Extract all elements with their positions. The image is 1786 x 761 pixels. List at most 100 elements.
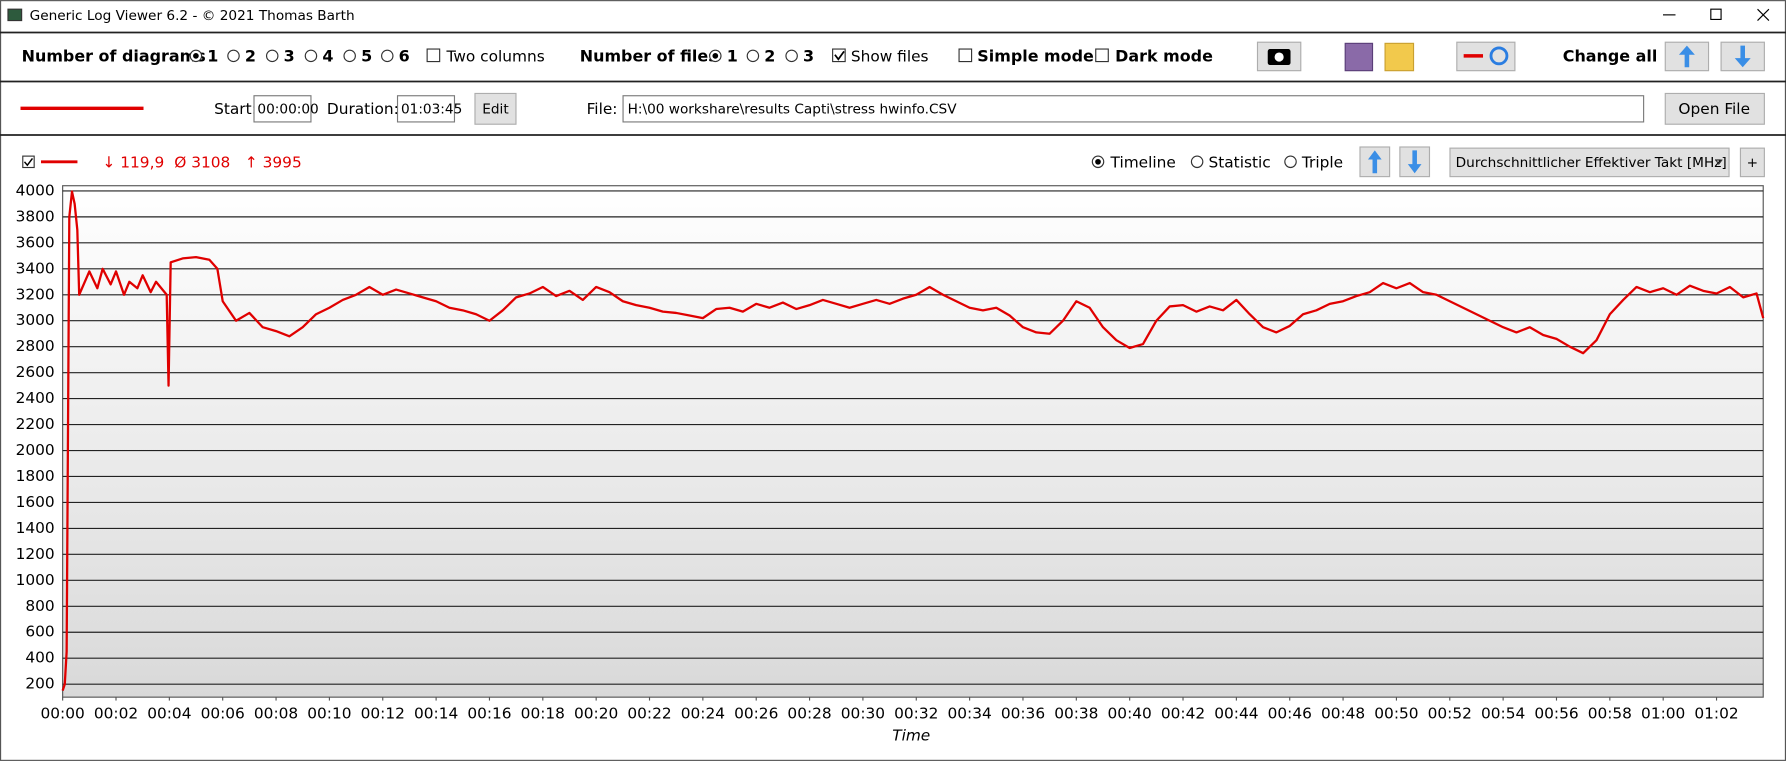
y-tick-label: 200 — [25, 675, 54, 693]
check-mark — [23, 157, 34, 167]
camera-lens — [1274, 52, 1284, 62]
diagram-radios: 1 2 3 4 5 6 — [189, 47, 410, 66]
x-tick-label: 00:02 — [94, 705, 138, 723]
radio-label: 3 — [284, 47, 295, 66]
x-tick-label: 00:26 — [734, 705, 778, 723]
edit-label: Edit — [482, 101, 509, 117]
y-tick-label: 1800 — [16, 467, 55, 485]
dropdown-arrow — [1714, 159, 1723, 166]
y-tick-label: 3400 — [16, 259, 55, 277]
radio[interactable] — [746, 49, 760, 63]
x-tick-label: 00:36 — [1001, 705, 1045, 723]
x-tick-label: 00:14 — [414, 705, 458, 723]
radio-label: 1 — [207, 47, 218, 66]
down-arrow — [1734, 45, 1751, 68]
y-tick-label: 2200 — [16, 415, 55, 433]
y-tick-label: 1200 — [16, 545, 55, 563]
maximize-button[interactable] — [1710, 8, 1722, 20]
series-checkbox[interactable] — [22, 155, 35, 169]
x-axis-label: Time — [892, 726, 930, 744]
radio-dot — [712, 53, 719, 59]
file-path-input[interactable] — [622, 95, 1645, 123]
x-tick-label: 00:24 — [681, 705, 725, 723]
x-tick-label: 00:44 — [1214, 705, 1258, 723]
y-tick-label: 2400 — [16, 389, 55, 407]
radio-label: 6 — [399, 47, 410, 66]
files-label: Number of files — [580, 47, 718, 66]
two-columns-label: Two columns — [446, 48, 545, 66]
radio-label: 3 — [803, 47, 814, 66]
radio[interactable] — [343, 49, 356, 63]
y-tick-label: 3200 — [16, 285, 55, 303]
x-tick-label: 00:50 — [1374, 705, 1418, 723]
x-tick-label: 00:48 — [1321, 705, 1365, 723]
swap-color-button[interactable] — [1456, 41, 1516, 72]
y-tick-label: 2000 — [16, 441, 55, 459]
diagrams-label: Number of diagrams — [22, 47, 206, 66]
duration-input[interactable] — [396, 95, 456, 123]
move-up-all-button[interactable] — [1664, 41, 1710, 72]
x-tick-label: 00:18 — [521, 705, 565, 723]
add-button[interactable] — [1739, 147, 1765, 178]
channel-dropdown[interactable] — [1449, 147, 1730, 178]
checkbox[interactable] — [832, 48, 846, 63]
x-tick-label: 00:10 — [307, 705, 351, 723]
channel-name: Durchschnittlicher Effektiver Takt [MHz] — [1456, 155, 1727, 171]
x-tick-label: 00:04 — [147, 705, 191, 723]
radio[interactable] — [304, 49, 318, 63]
duration-value: 01:03:45 — [401, 101, 462, 117]
radio[interactable] — [381, 49, 394, 63]
move-down-button[interactable] — [1399, 146, 1431, 178]
add-label: + — [1747, 155, 1758, 171]
radio-dot — [1095, 158, 1101, 165]
x-tick-label: 00:22 — [627, 705, 671, 723]
y-tick-label: 3000 — [16, 311, 55, 329]
up-arrow — [1678, 45, 1695, 68]
x-tick-label: 00:28 — [787, 705, 831, 723]
radio[interactable] — [227, 49, 240, 63]
close-button[interactable] — [1757, 8, 1770, 21]
x-tick-label: 00:30 — [841, 705, 885, 723]
x-tick-label: 00:54 — [1481, 705, 1525, 723]
open-folder-button[interactable] — [1384, 42, 1415, 72]
y-tick-label: 3800 — [16, 207, 55, 225]
stat-max: ↑ 3995 — [245, 153, 302, 171]
checkbox[interactable] — [1095, 48, 1109, 63]
radio[interactable] — [785, 49, 798, 63]
radio[interactable] — [265, 49, 279, 63]
open-file-button[interactable] — [1664, 92, 1765, 125]
y-tick-label: 1000 — [16, 571, 55, 589]
radio[interactable] — [1284, 155, 1297, 169]
move-down-all-button[interactable] — [1720, 41, 1765, 72]
start-input[interactable] — [253, 95, 312, 123]
file-path: H:\00 workshare\results Capti\stress hwi… — [628, 101, 958, 117]
edit-button[interactable] — [474, 92, 517, 125]
radio-label: 1 — [727, 47, 738, 66]
x-tick-label: 00:06 — [201, 705, 245, 723]
save-button[interactable] — [1344, 42, 1374, 72]
radio-dot — [193, 53, 199, 59]
x-tick-label: 00:40 — [1108, 705, 1152, 723]
radio-label: 5 — [361, 47, 372, 66]
radio-label: 2 — [245, 47, 256, 66]
radio-label: 4 — [322, 47, 333, 66]
x-tick-label: 01:00 — [1641, 705, 1685, 723]
x-tick-label: 00:42 — [1161, 705, 1205, 723]
simple-mode-label: Simple mode — [977, 47, 1094, 66]
screenshot-button[interactable] — [1256, 41, 1302, 72]
y-tick-label: 600 — [25, 623, 54, 641]
y-tick-label: 1600 — [16, 493, 55, 511]
x-tick-label: 00:52 — [1428, 705, 1472, 723]
stat-min: ↓ 119,9 — [103, 153, 165, 171]
window-title: Generic Log Viewer 6.2 - © 2021 Thomas B… — [30, 8, 355, 24]
duration-label: Duration: — [327, 100, 399, 118]
start-value: 00:00:00 — [257, 101, 318, 117]
move-up-button[interactable] — [1359, 146, 1391, 178]
dark-mode-label: Dark mode — [1115, 47, 1213, 66]
y-tick-label: 4000 — [16, 181, 55, 199]
checkbox[interactable] — [426, 48, 441, 63]
radio[interactable] — [1190, 155, 1204, 169]
y-tick-label: 2600 — [16, 363, 55, 381]
checkbox[interactable] — [958, 48, 973, 63]
